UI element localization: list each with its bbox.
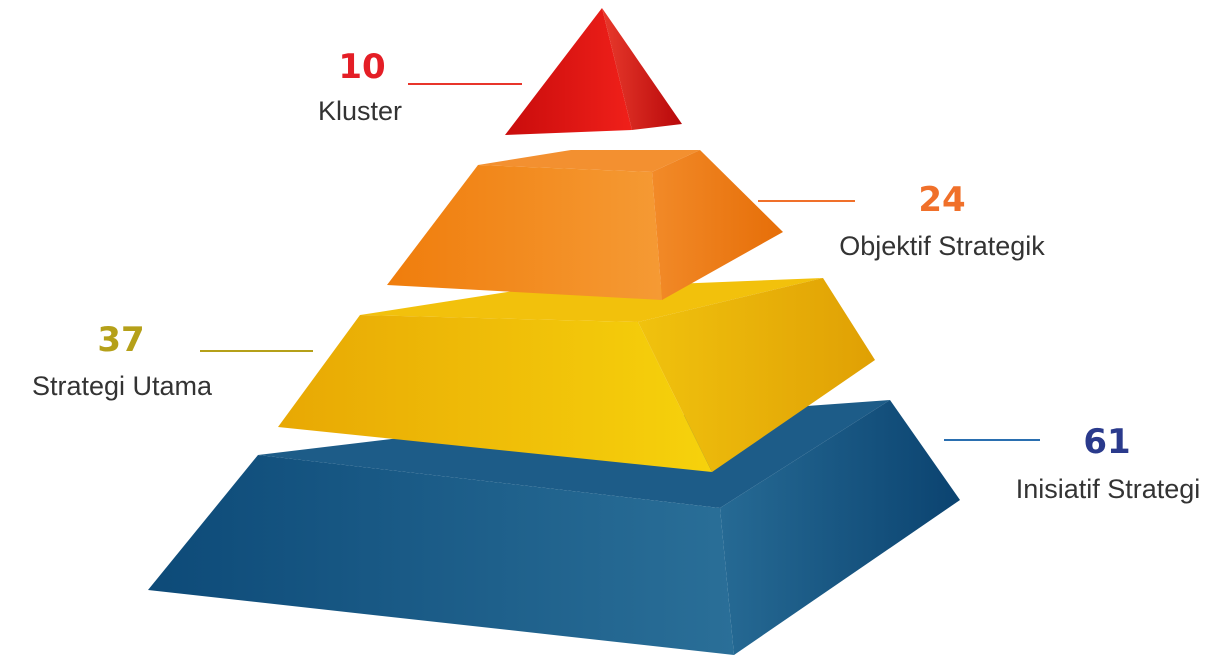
level-label: Strategi Utama [32, 371, 213, 401]
level-value: 24 [918, 180, 965, 220]
pyramid-diagram: 10 Kluster 24 Objektif Strategik 37 Stra… [0, 0, 1224, 660]
level-value: 37 [97, 320, 144, 360]
level-top [505, 8, 682, 135]
level-value: 61 [1083, 422, 1130, 462]
level-label: Inisiatif Strategi [1016, 474, 1201, 504]
page: 10 Kluster 24 Objektif Strategik 37 Stra… [0, 0, 1224, 660]
level-label: Objektif Strategik [839, 231, 1045, 261]
level-label: Kluster [318, 96, 402, 126]
level-value: 10 [338, 47, 385, 87]
level-second [387, 150, 783, 300]
